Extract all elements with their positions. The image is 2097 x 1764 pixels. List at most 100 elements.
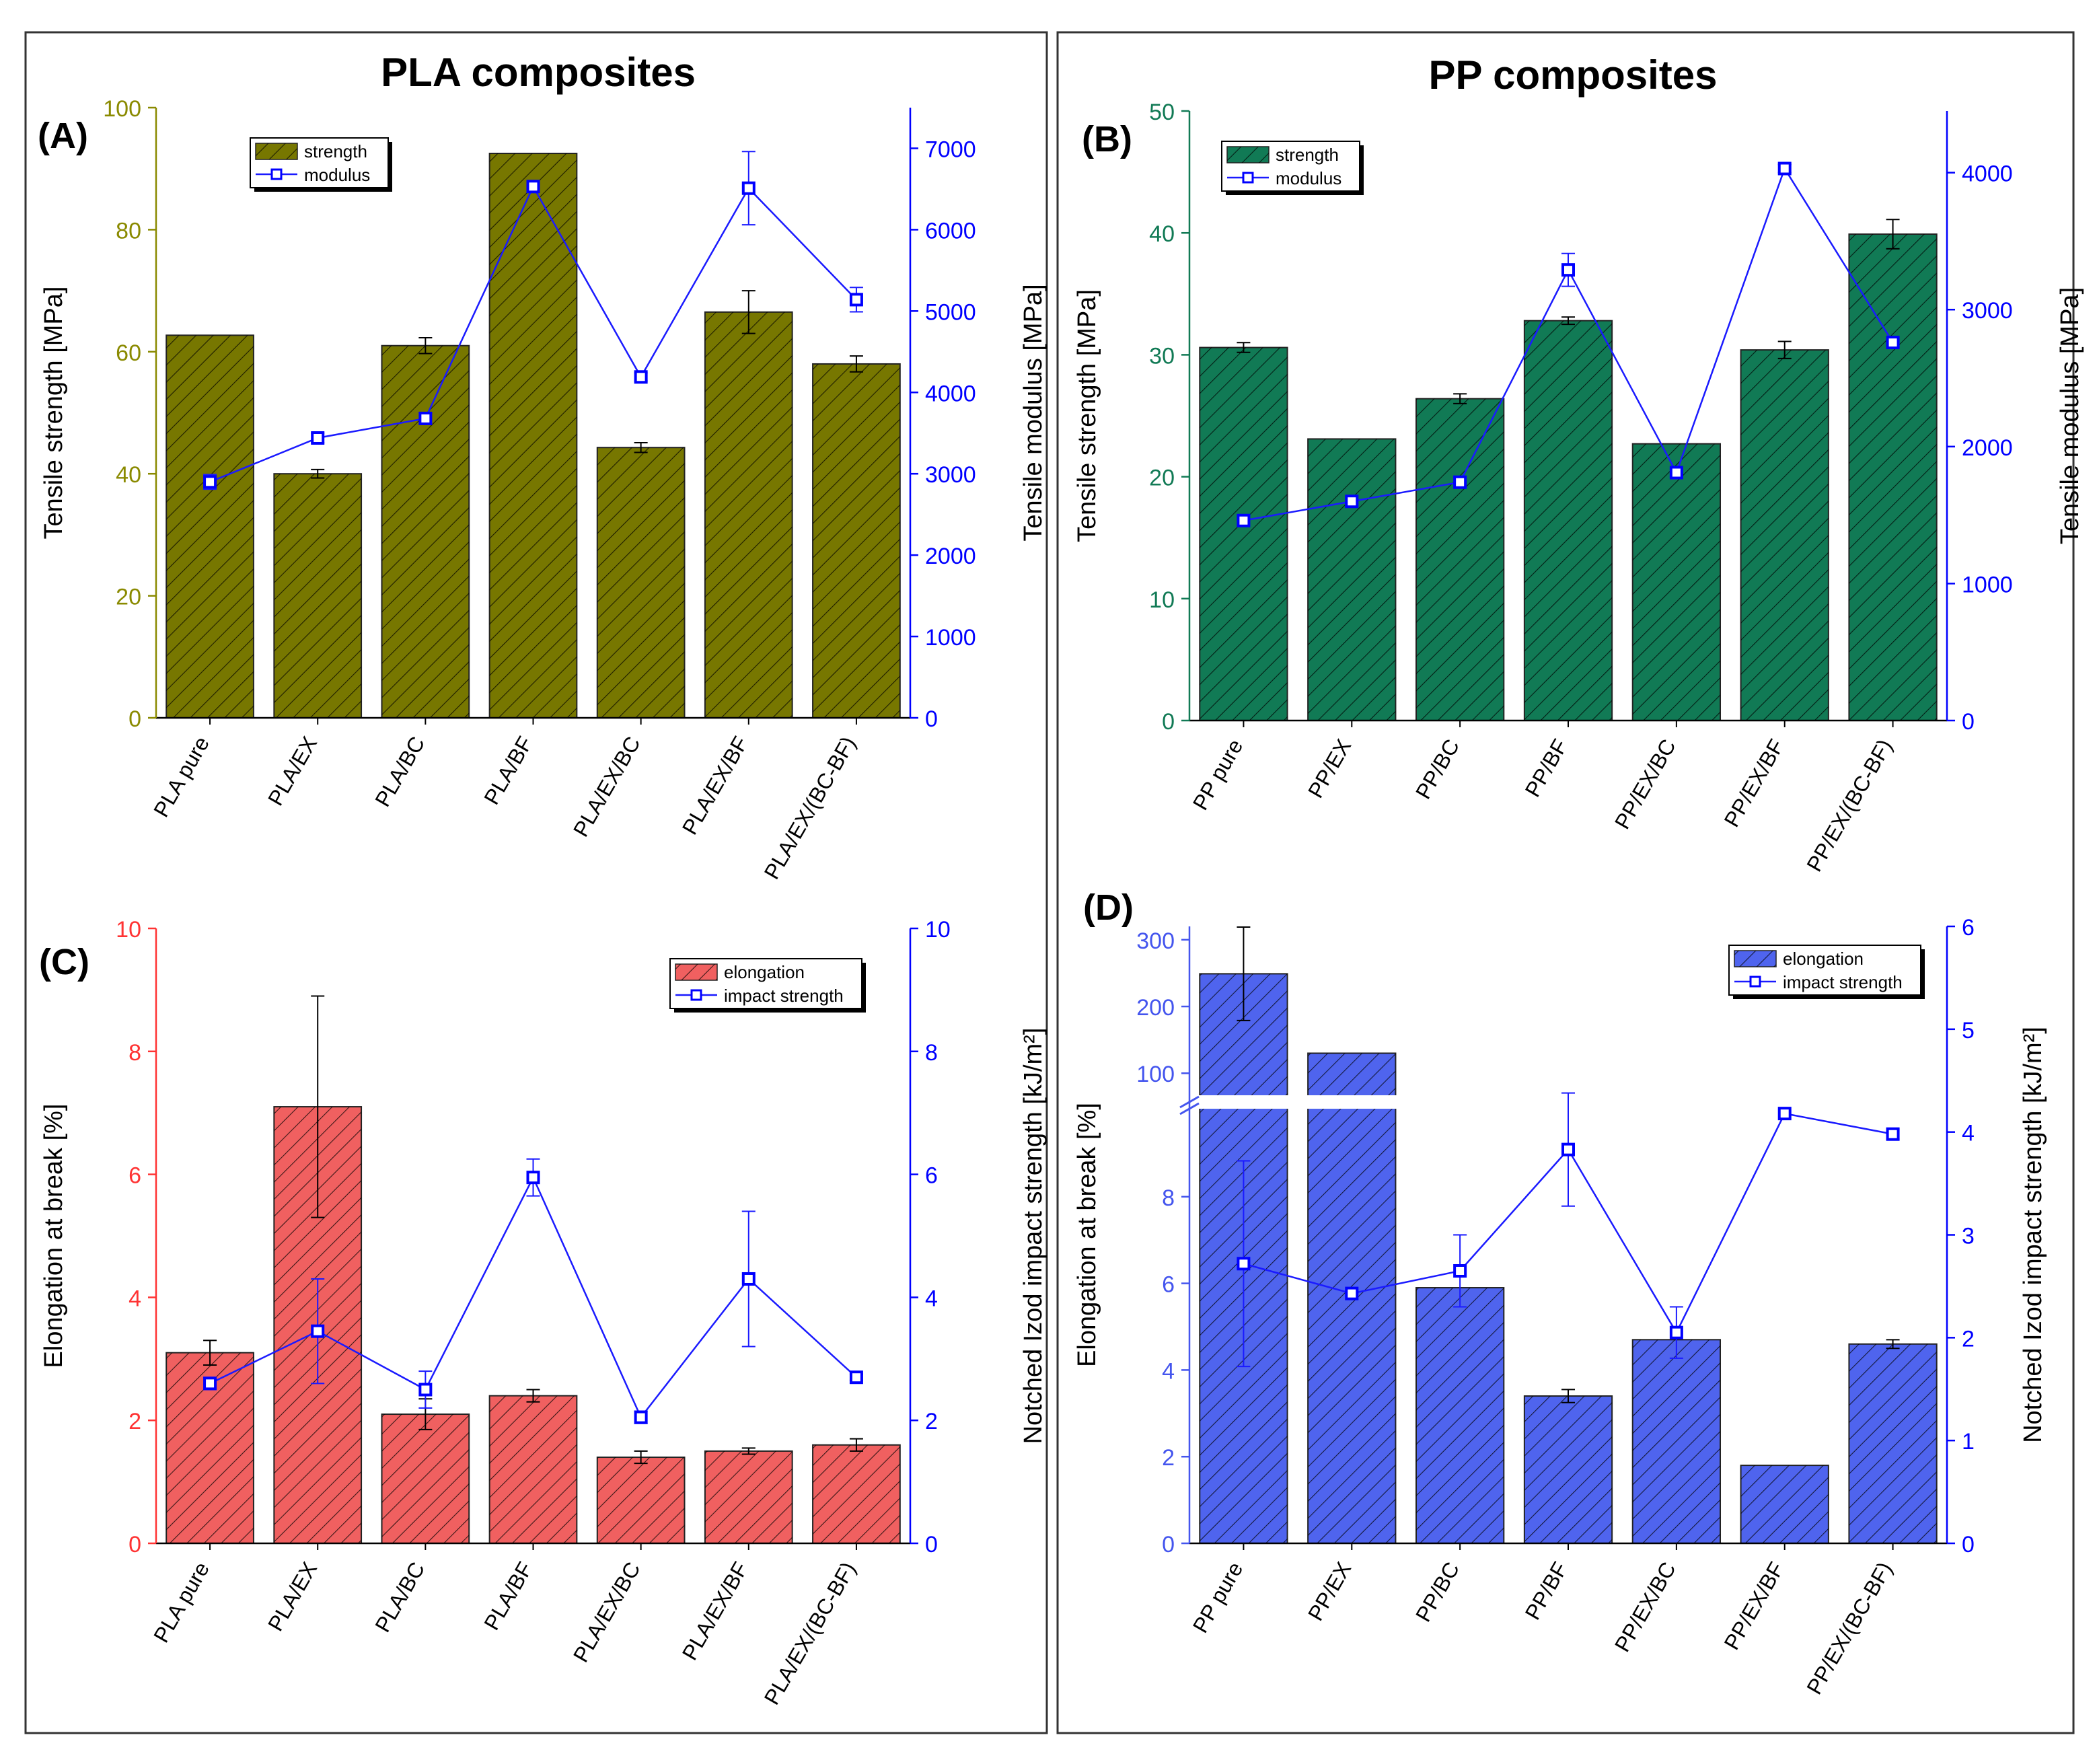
left-tick-label: 0 xyxy=(128,1532,141,1557)
right-tick-label: 10 xyxy=(925,917,951,943)
right-tick-label: 4 xyxy=(925,1286,938,1311)
bar-hatch xyxy=(813,1444,900,1543)
right-axis-title: Notched Izod impact strength [kJ/m²] xyxy=(1019,1028,1047,1444)
left-tick-label: 2 xyxy=(1162,1445,1175,1471)
legend-bar-hatch xyxy=(675,964,717,980)
left-tick-label: 200 xyxy=(1136,995,1175,1021)
bar-hatch xyxy=(1632,1339,1721,1543)
line-marker xyxy=(1237,1257,1251,1271)
line-marker xyxy=(1886,1127,1900,1141)
bar-hatch xyxy=(597,1457,685,1543)
line-marker xyxy=(1561,263,1575,277)
bar-hatch xyxy=(1524,320,1613,721)
pla-panel-frame xyxy=(24,31,1048,1734)
left-tick-label: 0 xyxy=(128,706,141,732)
line-marker xyxy=(1886,336,1900,350)
left-tick-label: 10 xyxy=(116,917,141,943)
left-axis-title: Tensile strength [MPa] xyxy=(40,287,68,540)
left-tick-label: 4 xyxy=(1162,1358,1175,1384)
line-marker xyxy=(1777,1107,1792,1121)
x-tick-label: PLA/BF xyxy=(479,1558,537,1634)
legend: elongation impact strength xyxy=(1728,945,1925,999)
bar-hatch xyxy=(381,1414,470,1543)
right-tick-label: 2000 xyxy=(1962,435,2013,461)
line-marker xyxy=(634,370,648,384)
legend: elongation impact strength xyxy=(669,958,866,1013)
right-tick-label: 4 xyxy=(1962,1121,1975,1146)
x-tick-label: PLA/EX/(BC-BF) xyxy=(760,1558,860,1709)
panel-a-chart: (A)0204060801000100020003000400050006000… xyxy=(38,96,1047,883)
x-tick-label: PLA/EX xyxy=(263,733,322,810)
left-tick-label: 20 xyxy=(1149,466,1175,491)
bar-hatch xyxy=(1200,347,1288,721)
x-tick-label: PP/BC xyxy=(1411,735,1464,803)
left-tick-label: 6 xyxy=(1162,1272,1175,1298)
x-tick-label: PLA/BC xyxy=(370,733,429,811)
left-tick-label: 10 xyxy=(1149,587,1175,613)
right-tick-label: 0 xyxy=(1962,709,1975,735)
panel-label: (D) xyxy=(1083,887,1134,928)
x-tick-label: PLA/EX/BC xyxy=(568,1558,645,1666)
legend: strength modulus xyxy=(1221,141,1364,195)
bar-hatch xyxy=(1415,1288,1504,1543)
bar-hatch xyxy=(704,311,793,719)
line-marker xyxy=(634,1410,648,1424)
left-tick-label: 0 xyxy=(1162,1532,1175,1557)
x-tick-label: PLA/BF xyxy=(479,733,537,809)
line-marker xyxy=(1669,1325,1683,1339)
right-tick-label: 5000 xyxy=(925,299,976,325)
x-tick-label: PLA pure xyxy=(149,1558,214,1647)
left-tick-label: 4 xyxy=(128,1286,141,1311)
legend-bar-label: strength xyxy=(1276,145,1339,165)
right-tick-label: 2 xyxy=(1962,1326,1975,1352)
right-tick-label: 2000 xyxy=(925,544,976,569)
line-marker xyxy=(1669,466,1683,480)
legend-line-marker xyxy=(270,168,283,180)
legend-line-label: modulus xyxy=(1276,168,1341,188)
line-marker xyxy=(1453,1263,1467,1278)
right-tick-label: 0 xyxy=(1962,1532,1975,1557)
left-tick-label: 0 xyxy=(1162,709,1175,735)
bar-hatch xyxy=(704,1450,793,1543)
line-marker xyxy=(203,1376,217,1391)
x-tick-label: PP/EX/BC xyxy=(1610,735,1681,834)
right-tick-label: 6 xyxy=(1962,915,1975,941)
x-tick-label: PLA/EX/BC xyxy=(568,733,645,841)
legend-bar-hatch xyxy=(1734,951,1776,967)
bar-hatch xyxy=(1849,1344,1937,1543)
legend-bar-label: strength xyxy=(304,141,367,161)
x-tick-label: PP pure xyxy=(1188,735,1248,815)
x-tick-label: PP/EX/(BC-BF) xyxy=(1802,1558,1897,1699)
legend-line-label: impact strength xyxy=(724,986,844,1006)
right-tick-label: 1000 xyxy=(925,625,976,651)
panel-c-chart: (C) 0 2 4 6 8 10 0 2 4 6 8 10 PLA pure PLA/EX PLA/BC PLA… xyxy=(39,917,1047,1709)
bar-hatch xyxy=(1849,234,1937,721)
right-tick-label: 6 xyxy=(925,1163,938,1189)
right-axis-title: Tensile modulus [MPa] xyxy=(1019,284,1047,541)
pla-composites-title: PLA composites xyxy=(381,50,696,95)
left-tick-label: 40 xyxy=(1149,221,1175,247)
bar-hatch xyxy=(381,345,470,718)
left-tick-label: 6 xyxy=(128,1163,141,1189)
right-tick-label: 0 xyxy=(925,706,938,732)
line-marker xyxy=(311,1324,325,1338)
legend-line-marker xyxy=(690,989,702,1001)
right-tick-label: 3000 xyxy=(1962,298,2013,324)
left-tick-label: 8 xyxy=(1162,1185,1175,1211)
panel-label: (A) xyxy=(38,116,88,156)
line-marker xyxy=(1345,1286,1359,1300)
left-tick-label: 80 xyxy=(116,218,141,244)
x-tick-label: PLA pure xyxy=(149,733,214,821)
line-marker xyxy=(1777,161,1792,176)
left-axis-title: Elongation at break [%] xyxy=(40,1104,68,1368)
right-tick-label: 1000 xyxy=(1962,572,2013,597)
pp-composites-title: PP composites xyxy=(1428,52,1717,98)
x-tick-label: PP/BF xyxy=(1520,1558,1572,1624)
right-tick-label: 6000 xyxy=(925,218,976,244)
right-axis-title: Notched Izod impact strength [kJ/m²] xyxy=(2019,1027,2047,1443)
x-tick-label: PLA/BC xyxy=(370,1558,429,1637)
bar-hatch xyxy=(1524,1396,1613,1543)
x-tick-label: PP/EX/BC xyxy=(1610,1558,1681,1656)
x-tick-label: PP pure xyxy=(1188,1558,1248,1638)
